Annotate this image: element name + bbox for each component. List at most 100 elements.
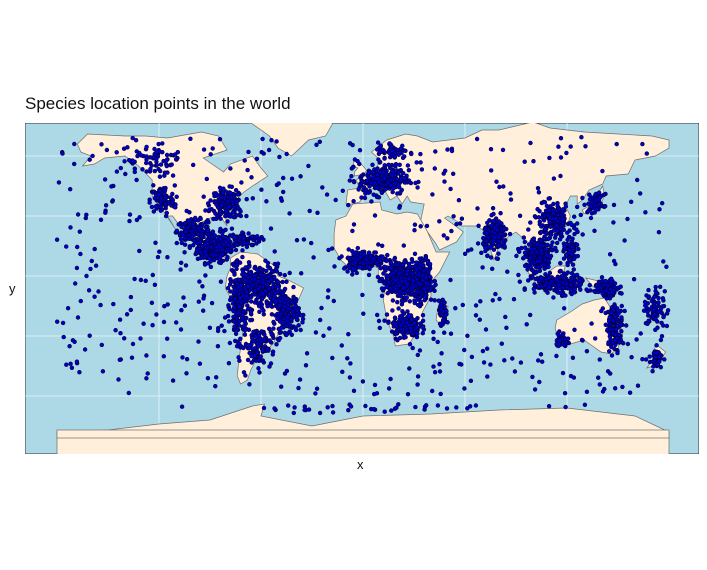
- species-point: [656, 300, 661, 305]
- species-point: [317, 410, 323, 416]
- species-point: [182, 242, 188, 247]
- species-point: [468, 378, 474, 383]
- species-point: [559, 274, 564, 279]
- species-point: [560, 332, 565, 338]
- species-point: [381, 271, 386, 276]
- species-point: [193, 218, 198, 223]
- species-point: [379, 147, 385, 152]
- species-point: [606, 340, 611, 345]
- species-point: [266, 147, 272, 153]
- species-point: [201, 308, 206, 313]
- species-point: [554, 240, 560, 246]
- species-point: [451, 214, 456, 219]
- species-point: [532, 282, 537, 287]
- species-point: [117, 317, 123, 322]
- species-point: [124, 312, 130, 317]
- species-point: [489, 168, 494, 173]
- species-point: [537, 208, 542, 214]
- species-point: [491, 218, 496, 224]
- species-point: [205, 218, 210, 223]
- species-point: [389, 266, 394, 271]
- species-point: [437, 369, 443, 374]
- species-point: [544, 247, 549, 252]
- species-point: [522, 287, 527, 292]
- species-point: [485, 253, 490, 259]
- species-point: [225, 199, 231, 204]
- species-point: [652, 294, 657, 299]
- species-point: [178, 327, 184, 332]
- species-point: [317, 139, 322, 144]
- species-point: [361, 311, 366, 316]
- species-point: [150, 190, 155, 195]
- species-point: [353, 260, 358, 265]
- species-point: [600, 291, 605, 296]
- species-point: [392, 257, 397, 262]
- species-point: [433, 282, 438, 288]
- species-point: [320, 185, 325, 190]
- species-point: [280, 279, 285, 285]
- species-point: [402, 175, 407, 181]
- species-point: [532, 290, 537, 295]
- species-point: [384, 284, 389, 290]
- species-point: [77, 370, 82, 375]
- species-point: [130, 341, 136, 347]
- species-point: [372, 180, 377, 186]
- species-point: [261, 308, 266, 313]
- species-point: [211, 239, 217, 244]
- chart-title: Species location points in the world: [25, 94, 291, 113]
- species-point: [375, 263, 381, 268]
- species-point: [410, 271, 416, 276]
- species-point: [613, 327, 619, 332]
- species-point: [157, 249, 162, 254]
- species-point: [241, 370, 247, 375]
- species-point: [555, 200, 560, 206]
- species-point: [645, 321, 650, 327]
- species-point: [233, 296, 238, 301]
- species-point: [657, 207, 662, 212]
- species-point: [397, 205, 402, 210]
- species-point: [270, 352, 276, 357]
- species-point: [83, 215, 88, 221]
- species-point: [484, 230, 489, 236]
- species-point: [170, 173, 176, 178]
- species-point: [227, 340, 233, 346]
- species-point: [385, 180, 391, 185]
- species-point: [205, 376, 211, 381]
- species-point: [367, 265, 372, 270]
- species-point: [646, 294, 651, 299]
- species-point: [245, 167, 250, 173]
- species-point: [288, 323, 293, 329]
- species-point: [604, 296, 609, 301]
- species-point: [412, 222, 418, 227]
- species-point: [659, 200, 665, 206]
- species-point: [339, 343, 344, 348]
- species-point: [482, 226, 487, 232]
- species-point: [544, 231, 549, 236]
- species-point: [182, 250, 187, 255]
- world-map-plot: [25, 123, 699, 454]
- species-point: [625, 216, 630, 222]
- species-point: [269, 300, 274, 305]
- species-point: [607, 252, 613, 257]
- species-point: [574, 204, 580, 210]
- species-point: [619, 291, 624, 296]
- species-point: [103, 203, 109, 208]
- species-point: [279, 384, 284, 389]
- species-point: [398, 294, 404, 299]
- species-point: [162, 173, 167, 178]
- species-point: [149, 163, 154, 168]
- species-point: [527, 256, 533, 261]
- species-point: [398, 289, 403, 294]
- species-point: [407, 342, 413, 347]
- species-point: [657, 284, 663, 290]
- species-point: [660, 323, 666, 328]
- species-point: [393, 321, 398, 326]
- species-point: [242, 328, 248, 333]
- species-point: [201, 194, 206, 199]
- species-point: [435, 403, 441, 408]
- species-point: [375, 147, 380, 152]
- species-point: [522, 263, 528, 269]
- species-point: [398, 323, 403, 328]
- species-point: [420, 318, 426, 324]
- species-point: [366, 272, 372, 278]
